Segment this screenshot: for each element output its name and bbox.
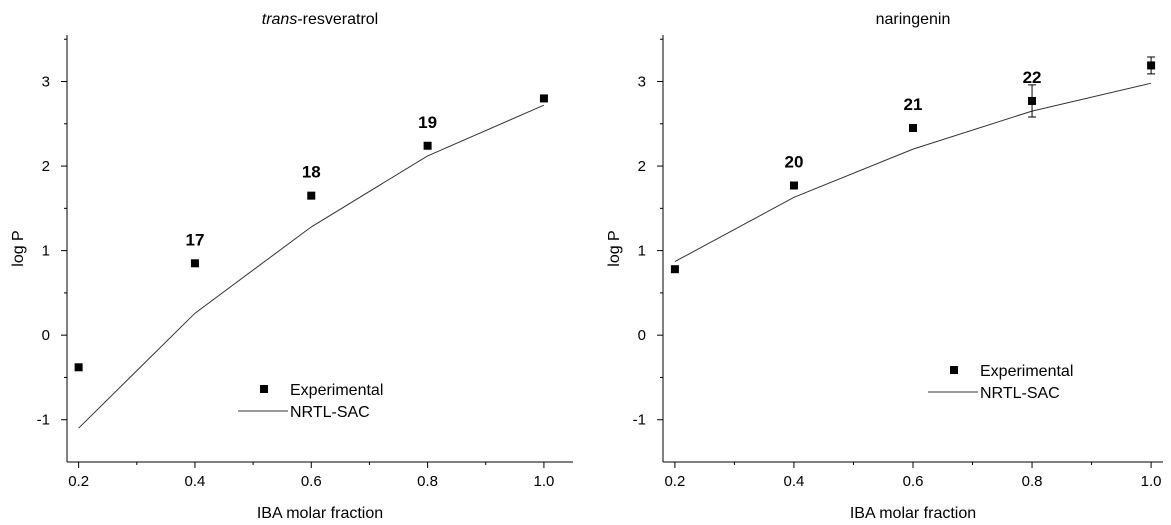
- x-axis-label: IBA molar fraction: [257, 505, 383, 522]
- legend-marker-experimental: [260, 385, 268, 393]
- x-tick-label: 0.6: [301, 473, 322, 490]
- point-label: 19: [418, 113, 437, 132]
- y-axis-label: log P: [10, 230, 27, 266]
- chart-title-part: naringenin: [876, 11, 951, 28]
- data-point: [307, 191, 316, 200]
- x-tick-label: 0.2: [664, 473, 685, 490]
- data-point: [1147, 61, 1156, 70]
- y-tick-label: 0: [638, 327, 646, 344]
- series-line-nrtl-sac: [78, 104, 545, 429]
- y-tick-label: -1: [37, 412, 50, 429]
- x-tick-label: 0.8: [417, 473, 438, 490]
- point-label: 20: [784, 153, 803, 172]
- y-tick-label: 1: [638, 243, 646, 260]
- data-point: [670, 265, 679, 274]
- x-tick-label: 1.0: [1141, 473, 1162, 490]
- y-tick-label: 2: [638, 158, 646, 175]
- y-axis-label: log P: [606, 230, 623, 266]
- chart-panel-1: 0.2 0.4 0.6 0.8 1.0 -1 0 1 2 3 IBA molar fraction l…: [10, 11, 573, 522]
- legend: Experimental NRTL-SAC: [238, 382, 383, 421]
- y-tick-label: 3: [42, 74, 50, 91]
- x-tick-label: 0.4: [185, 473, 206, 490]
- point-label: 21: [904, 95, 923, 114]
- x-tick-label: 0.2: [68, 473, 89, 490]
- chart-title: trans-resveratrol: [262, 11, 378, 28]
- data-point: [423, 141, 432, 150]
- y-tick-label: 3: [638, 74, 646, 91]
- y-tick-label: 2: [42, 158, 50, 175]
- y-tick-label: -1: [633, 412, 646, 429]
- data-point: [190, 259, 199, 268]
- point-label: 18: [302, 163, 321, 182]
- legend-label-experimental: Experimental: [290, 382, 383, 399]
- y-tick-label: 1: [42, 243, 50, 260]
- legend-label-experimental: Experimental: [980, 363, 1073, 380]
- x-tick-label: 1.0: [533, 473, 554, 490]
- data-point: [1028, 96, 1037, 105]
- chart-title: naringenin: [876, 11, 951, 28]
- series-line-nrtl-sac: [674, 82, 1152, 263]
- y-tick-label: 0: [42, 327, 50, 344]
- legend-label-nrtl-sac: NRTL-SAC: [290, 404, 370, 421]
- chart-title-part: -resveratrol: [297, 11, 378, 28]
- data-point: [789, 181, 798, 190]
- data-point: [909, 124, 917, 133]
- x-tick-label: 0.8: [1022, 473, 1043, 490]
- point-label: 17: [185, 230, 204, 249]
- legend: Experimental NRTL-SAC: [928, 363, 1073, 402]
- data-point: [539, 94, 548, 103]
- point-label: 22: [1023, 68, 1042, 87]
- chart-title-part: trans: [262, 11, 298, 28]
- data-point: [74, 363, 83, 372]
- chart-panel-2: 0.2 0.4 0.6 0.8 1.0 -1 0 1 2 3 IBA molar fraction l…: [606, 11, 1163, 522]
- legend-marker-experimental: [950, 366, 958, 374]
- x-axis-label: IBA molar fraction: [850, 505, 976, 522]
- x-tick-label: 0.4: [784, 473, 805, 490]
- legend-label-nrtl-sac: NRTL-SAC: [980, 385, 1060, 402]
- x-tick-label: 0.6: [903, 473, 924, 490]
